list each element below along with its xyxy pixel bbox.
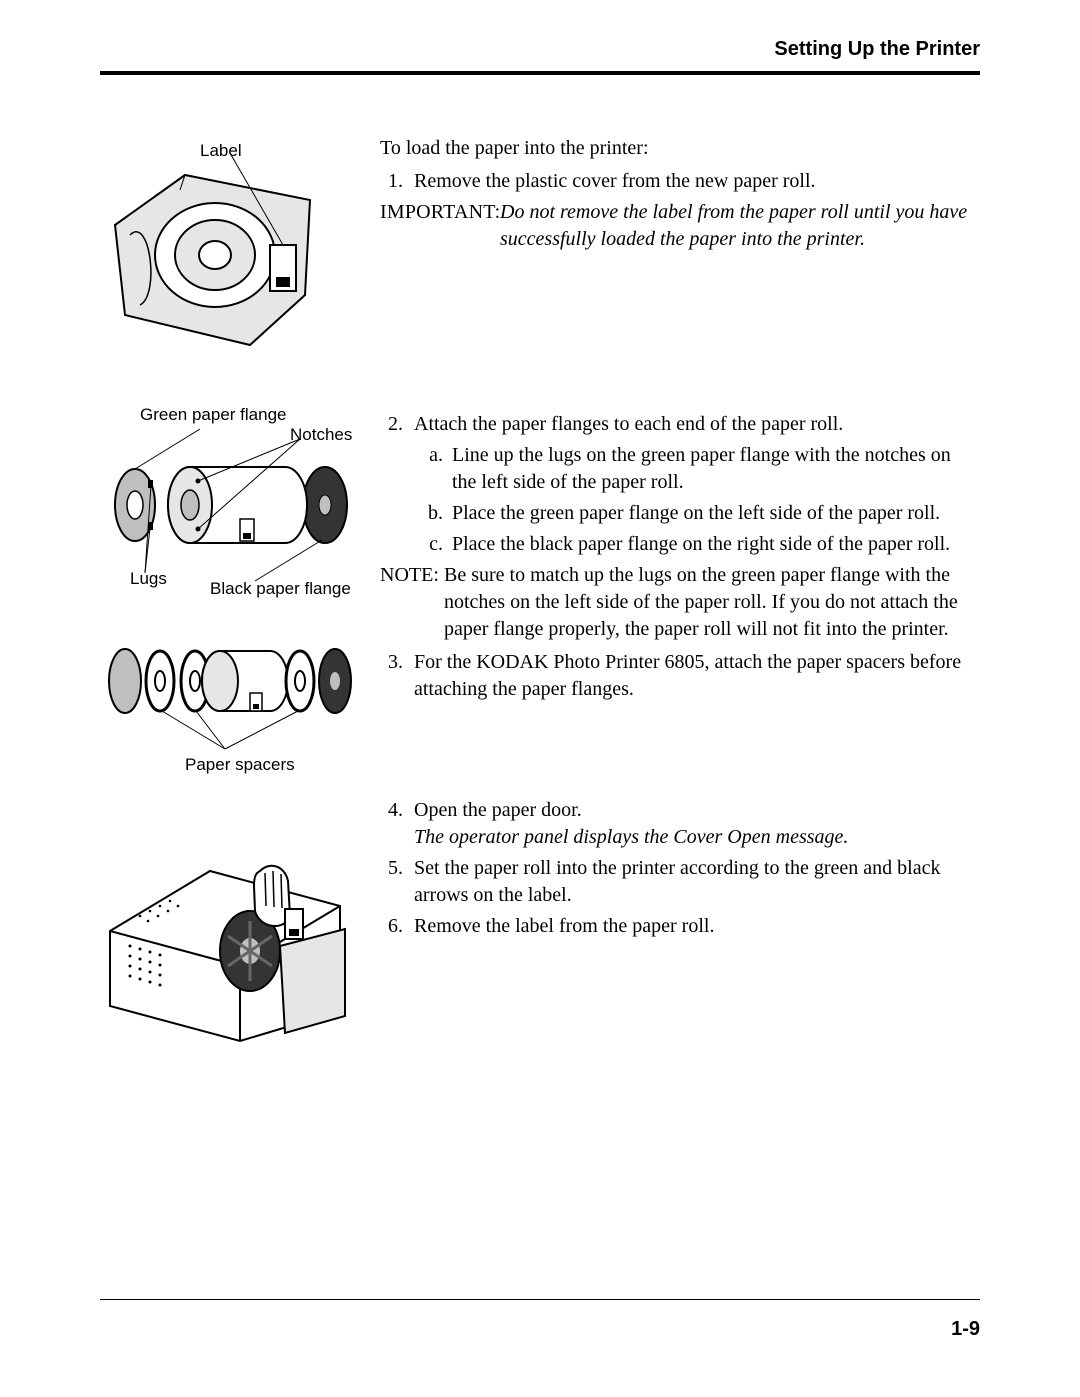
note-text: Be sure to match up the lugs on the gree… [444, 562, 980, 643]
step-5: Set the paper roll into the printer acco… [408, 855, 980, 909]
text-3: Open the paper door. The operator panel … [380, 791, 980, 944]
page: Setting Up the Printer Label [0, 0, 1080, 1397]
illus-4-col [100, 791, 380, 1051]
step-2-text: Attach the paper flanges to each end of … [414, 413, 843, 435]
row-1: Label [100, 135, 980, 395]
section-title: Setting Up the Printer [100, 38, 980, 61]
step-2a: Line up the lugs on the green paper flan… [448, 442, 980, 496]
step-3: For the KODAK Photo Printer 6805, attach… [408, 649, 980, 703]
step-1: Remove the plastic cover from the new pa… [408, 168, 980, 195]
content: Label [100, 135, 980, 1051]
illus-1 [100, 145, 340, 375]
step-4-text: Open the paper door. [414, 799, 582, 821]
step-2b: Place the green paper flange on the left… [448, 500, 980, 527]
page-number: 1-9 [951, 1318, 980, 1340]
steps-list-c: For the KODAK Photo Printer 6805, attach… [380, 649, 980, 703]
illus-3 [100, 621, 360, 761]
illus-2-col: Green paper flange Notches Lugs Black pa… [100, 405, 380, 785]
note-block: NOTE: Be sure to match up the lugs on th… [380, 562, 980, 643]
header-rule [100, 71, 980, 75]
steps-list-d: Open the paper door. The operator panel … [380, 797, 980, 940]
illus-4 [100, 811, 360, 1051]
footer: 1-9 [100, 1299, 980, 1341]
step-2-sub: Line up the lugs on the green paper flan… [414, 442, 980, 558]
important-text: Do not remove the label from the paper r… [500, 201, 967, 250]
step-4-display: The operator panel displays the Cover Op… [414, 826, 848, 848]
important-label: IMPORTANT: [380, 199, 500, 253]
step-6: Remove the label from the paper roll. [408, 913, 980, 940]
intro-text: To load the paper into the printer: [380, 135, 980, 162]
row-2: Green paper flange Notches Lugs Black pa… [100, 405, 980, 785]
callout-green-flange: Green paper flange [140, 405, 287, 425]
illus-2 [100, 425, 360, 595]
illus-1-col: Label [100, 135, 380, 395]
steps-list-a: Remove the plastic cover from the new pa… [380, 168, 980, 195]
text-1: To load the paper into the printer: Remo… [380, 135, 980, 253]
important-block: IMPORTANT: Do not remove the label from … [380, 199, 980, 253]
step-2: Attach the paper flanges to each end of … [408, 411, 980, 558]
steps-list-b: Attach the paper flanges to each end of … [380, 411, 980, 558]
note-label: NOTE: [380, 562, 444, 643]
text-2: Attach the paper flanges to each end of … [380, 405, 980, 707]
step-4: Open the paper door. The operator panel … [408, 797, 980, 851]
row-3: Open the paper door. The operator panel … [100, 791, 980, 1051]
step-2c: Place the black paper flange on the righ… [448, 531, 980, 558]
